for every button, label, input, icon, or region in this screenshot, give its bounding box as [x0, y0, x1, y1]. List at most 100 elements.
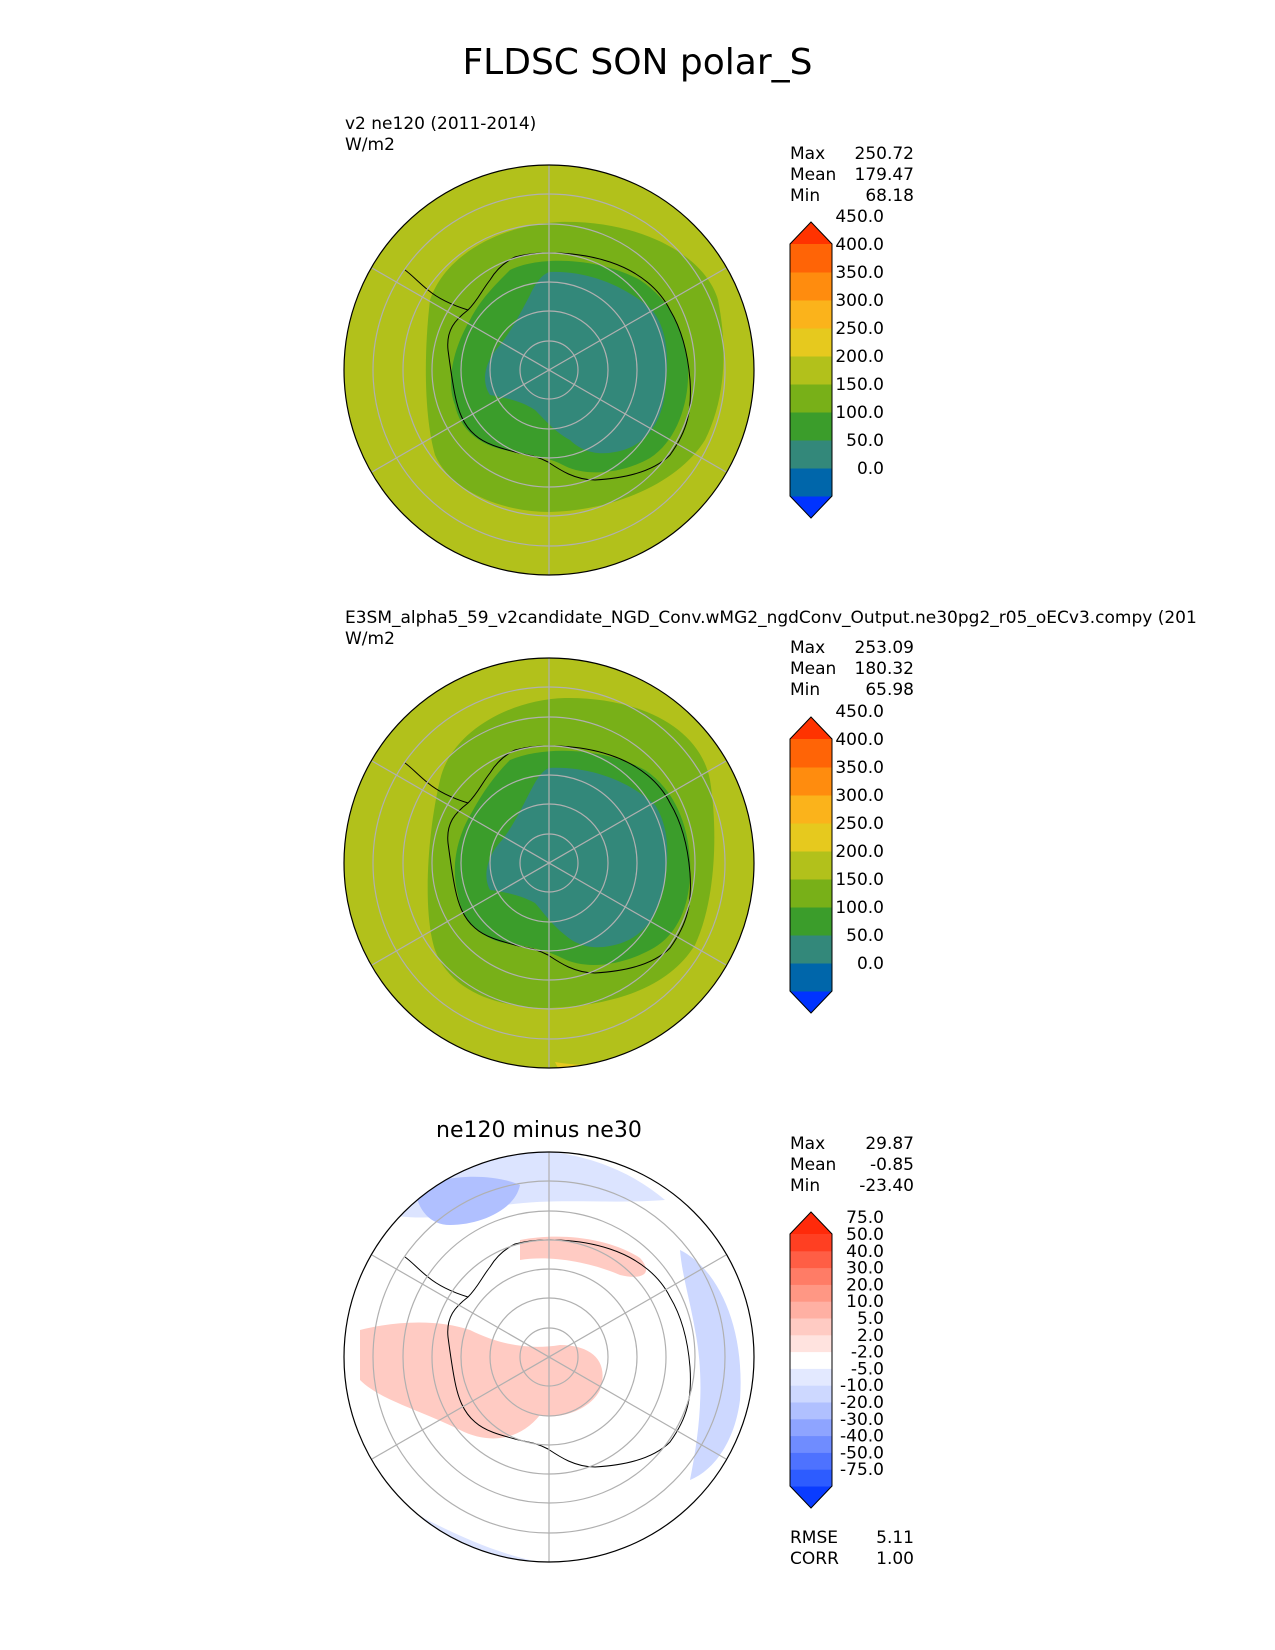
panel2-title: E3SM_alpha5_59_v2candidate_NGD_Conv.wMG2… — [345, 608, 1197, 628]
panel1-title: v2 ne120 (2011-2014) — [345, 114, 537, 134]
colorbar-tick-label: -10.0 — [840, 1376, 884, 1396]
colorbar-outline — [789, 221, 833, 519]
colorbar-swatch — [790, 1234, 832, 1252]
colorbar-tick-label: 450.0 — [835, 702, 884, 722]
colorbar-tick-label: -75.0 — [840, 1460, 884, 1480]
panel1-stats: Max 250.72 Mean 179.47 Min 68.18 — [790, 144, 914, 207]
map-panel3 — [343, 1151, 755, 1563]
colorbar-swatch — [790, 1318, 832, 1336]
colorbar-swatch — [790, 1452, 832, 1470]
colorbar-tick-label: 150.0 — [835, 375, 884, 395]
colorbar-tick-label: 100.0 — [835, 403, 884, 423]
map1-graticule — [371, 165, 727, 575]
colorbar-swatch — [790, 440, 832, 469]
colorbar-panel3: -75.0-50.0-40.0-30.0-20.0-10.0-5.0-2.02.… — [789, 1208, 884, 1509]
colorbar-panel2: 0.0 50.0 100.0 150.0 200.0 250.0 300.0 350.0 400… — [789, 702, 884, 1014]
colorbar-tick-label: 250.0 — [835, 319, 884, 339]
stat-value: 29.87 — [865, 1134, 914, 1154]
colorbar-swatch — [790, 468, 832, 497]
colorbar-swatch — [790, 356, 832, 385]
colorbar-tick-label: 250.0 — [835, 814, 884, 834]
colorbar-tick-label: 0.0 — [857, 459, 884, 479]
colorbar-swatch — [790, 412, 832, 441]
colorbar-tick-label: 75.0 — [846, 1208, 884, 1228]
colorbar-swatch — [790, 1301, 832, 1319]
colorbar-swatch — [790, 1469, 832, 1487]
map2-graticule — [371, 658, 727, 1068]
colorbar-swatch — [790, 1267, 832, 1285]
map1-boundary — [343, 164, 755, 576]
colorbar-swatch — [790, 739, 832, 768]
map3-neg-east — [680, 1250, 741, 1480]
panel3-stats: Max 29.87 Mean -0.85 Min -23.40 — [790, 1134, 914, 1197]
colorbar-swatch — [790, 795, 832, 824]
colorbar-tick-label: 400.0 — [835, 730, 884, 750]
colorbar-panel1: 0.0 50.0 100.0 150.0 200.0 250.0 300.0 350.0 400… — [789, 207, 884, 519]
stat-value: 65.98 — [865, 680, 914, 700]
colorbar-tick-label: 40.0 — [846, 1242, 884, 1262]
colorbar-swatch — [790, 300, 832, 329]
colorbar-tick-label: 150.0 — [835, 870, 884, 890]
colorbar-tick-label: 50.0 — [846, 431, 884, 451]
stat-value: -23.40 — [859, 1176, 914, 1196]
stat-value: 179.47 — [854, 165, 914, 185]
colorbar-tick-label: 10.0 — [846, 1292, 884, 1312]
colorbar-tick-label: 300.0 — [835, 291, 884, 311]
stat-label: Max — [790, 638, 826, 658]
panel3-title: ne120 minus ne30 — [436, 1118, 642, 1143]
colorbar-swatch — [790, 1385, 832, 1403]
colorbar-tick-label: 50.0 — [846, 926, 884, 946]
map3-pos-central — [360, 1322, 603, 1439]
colorbar-tick-label: 50.0 — [846, 1225, 884, 1245]
map3-graticule — [371, 1152, 727, 1562]
map-panel1 — [343, 164, 755, 576]
colorbar-swatch — [790, 823, 832, 852]
stat-value: 250.72 — [854, 144, 914, 164]
stat-label: Min — [790, 186, 821, 206]
colorbar-tick-label: -2.0 — [851, 1343, 884, 1363]
colorbar-tick-label: 30.0 — [846, 1259, 884, 1279]
colorbar-extend-min — [790, 991, 832, 1013]
colorbar-swatch — [790, 907, 832, 936]
stat-label: CORR — [790, 1549, 839, 1569]
colorbar-tick-label: 200.0 — [835, 347, 884, 367]
colorbar-tick-label: -20.0 — [840, 1393, 884, 1413]
colorbar-tick-label: -30.0 — [840, 1410, 884, 1430]
colorbar-tick-label: 2.0 — [857, 1326, 884, 1346]
colorbar-tick-label: -50.0 — [840, 1443, 884, 1463]
stat-value: 253.09 — [854, 638, 914, 658]
colorbar-tick-label: 200.0 — [835, 842, 884, 862]
colorbar-swatch — [790, 1418, 832, 1437]
stat-label: Min — [790, 680, 821, 700]
colorbar-extend-max — [790, 222, 832, 244]
stat-value: 5.11 — [876, 1528, 914, 1548]
stat-label: Mean — [790, 1155, 837, 1175]
stat-value: 180.32 — [854, 659, 914, 679]
colorbar-swatch — [790, 963, 832, 992]
colorbar-swatch — [790, 1351, 832, 1369]
colorbar-tick-label: 400.0 — [835, 235, 884, 255]
colorbar-swatch — [790, 1435, 832, 1453]
stat-label: RMSE — [790, 1528, 839, 1548]
map1-plateau — [485, 271, 668, 454]
colorbar-swatch — [790, 1402, 832, 1420]
colorbar-swatch — [790, 1368, 832, 1386]
stat-value: 1.00 — [876, 1549, 914, 1569]
stat-label: Max — [790, 1134, 826, 1154]
colorbar-outline — [789, 1211, 833, 1509]
colorbar-extend-max — [790, 717, 832, 739]
panel3-extra-stats: RMSE 5.11 CORR 1.00 — [790, 1528, 914, 1570]
colorbar-tick-label: 5.0 — [857, 1309, 884, 1329]
colorbar-outline — [789, 716, 833, 1014]
map2-plateau — [486, 767, 668, 948]
colorbar-swatch — [790, 767, 832, 796]
colorbar-swatch — [790, 935, 832, 964]
colorbar-tick-label: 300.0 — [835, 786, 884, 806]
colorbar-tick-label: 350.0 — [835, 758, 884, 778]
colorbar-swatch — [790, 244, 832, 273]
panel2-stats: Max 253.09 Mean 180.32 Min 65.98 — [790, 638, 914, 701]
colorbar-tick-label: 100.0 — [835, 898, 884, 918]
colorbar-tick-label: -5.0 — [851, 1359, 884, 1379]
colorbar-extend-max — [790, 1212, 832, 1234]
